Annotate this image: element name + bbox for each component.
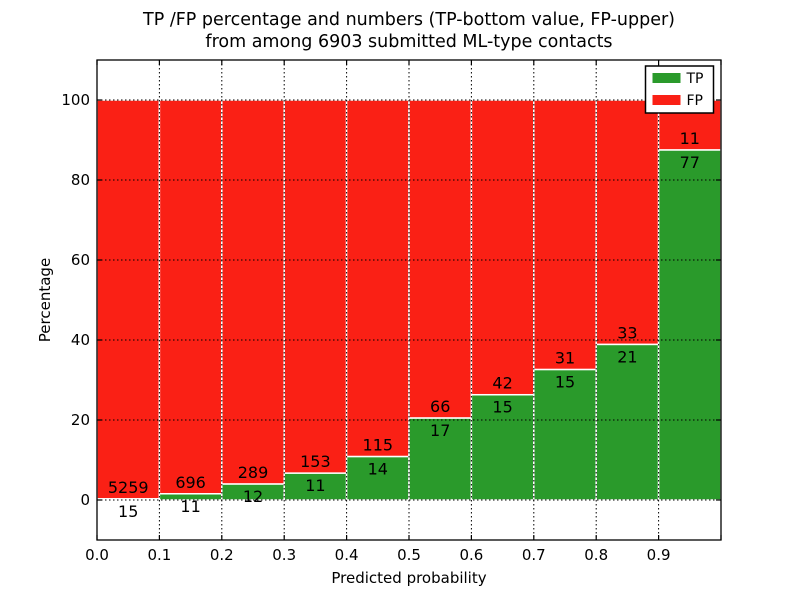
bar-fp-segment <box>158 99 223 495</box>
bar-fp-segment <box>595 99 660 346</box>
tp-count-label: 77 <box>680 153 700 172</box>
chart-title-line2: from among 6903 submitted ML-type contac… <box>205 32 613 52</box>
bar-tp-segment <box>283 472 348 501</box>
y-tick-label: 0 <box>80 491 90 509</box>
bar-fp-segment <box>221 99 285 485</box>
fp-count-label: 289 <box>238 463 269 482</box>
tp-count-label: 15 <box>492 398 512 417</box>
bar-fp-segment <box>470 99 535 396</box>
tp-count-label: 12 <box>243 487 263 506</box>
bar-tp-segment <box>470 393 535 501</box>
bar-tp-segment <box>595 343 660 501</box>
x-tick-label: 0.8 <box>584 546 608 564</box>
bar-tp-segment <box>657 149 722 501</box>
x-tick-label: 0.6 <box>459 546 483 564</box>
tp-count-label: 15 <box>555 373 575 392</box>
x-tick-label: 0.5 <box>397 546 421 564</box>
bar-fp-segment <box>96 99 161 500</box>
fp-count-label: 11 <box>680 129 700 148</box>
bar-fp-segment <box>345 99 410 458</box>
x-tick-label: 0.9 <box>647 546 671 564</box>
tp-count-label: 11 <box>180 497 200 516</box>
fp-count-label: 696 <box>175 473 206 492</box>
legend-swatch-fp <box>652 95 681 105</box>
y-tick-label: 40 <box>71 331 90 349</box>
tp-count-label: 11 <box>305 476 325 495</box>
fp-count-label: 31 <box>555 349 575 368</box>
fp-count-label: 42 <box>492 374 512 393</box>
y-tick-label: 80 <box>71 171 90 189</box>
tp-count-label: 21 <box>617 347 637 366</box>
x-tick-label: 0.7 <box>522 546 546 564</box>
fp-count-label: 153 <box>300 452 331 471</box>
y-tick-label: 20 <box>71 411 90 429</box>
x-tick-label: 0.1 <box>147 546 171 564</box>
tp-count-label: 17 <box>430 421 450 440</box>
y-tick-label: 60 <box>71 251 90 269</box>
fp-count-label: 33 <box>617 323 637 342</box>
tp-count-label: 14 <box>368 460 388 479</box>
fp-count-label: 5259 <box>108 478 149 497</box>
chart-title-line1: TP /FP percentage and numbers (TP-bottom… <box>143 10 675 30</box>
x-tick-label: 0.2 <box>210 546 234 564</box>
y-tick-label: 100 <box>61 91 90 109</box>
x-tick-label: 0.4 <box>335 546 359 564</box>
y-axis-label: Percentage <box>36 258 54 342</box>
x-axis-label: Predicted probability <box>331 569 486 587</box>
tp-count-label: 15 <box>118 502 138 521</box>
x-tick-label: 0.3 <box>272 546 296 564</box>
bar-fp-segment <box>408 99 473 419</box>
bar-fp-segment <box>533 99 597 371</box>
fp-count-label: 66 <box>430 397 450 416</box>
bar-fp-segment <box>283 99 348 474</box>
fp-count-label: 115 <box>363 436 394 455</box>
chart-title: TP /FP percentage and numbers (TP-bottom… <box>97 9 721 53</box>
legend-swatch-tp <box>652 73 681 83</box>
legend-label-tp: TP <box>686 71 704 87</box>
x-tick-label: 0.0 <box>85 546 109 564</box>
legend-label-fp: FP <box>687 93 704 109</box>
